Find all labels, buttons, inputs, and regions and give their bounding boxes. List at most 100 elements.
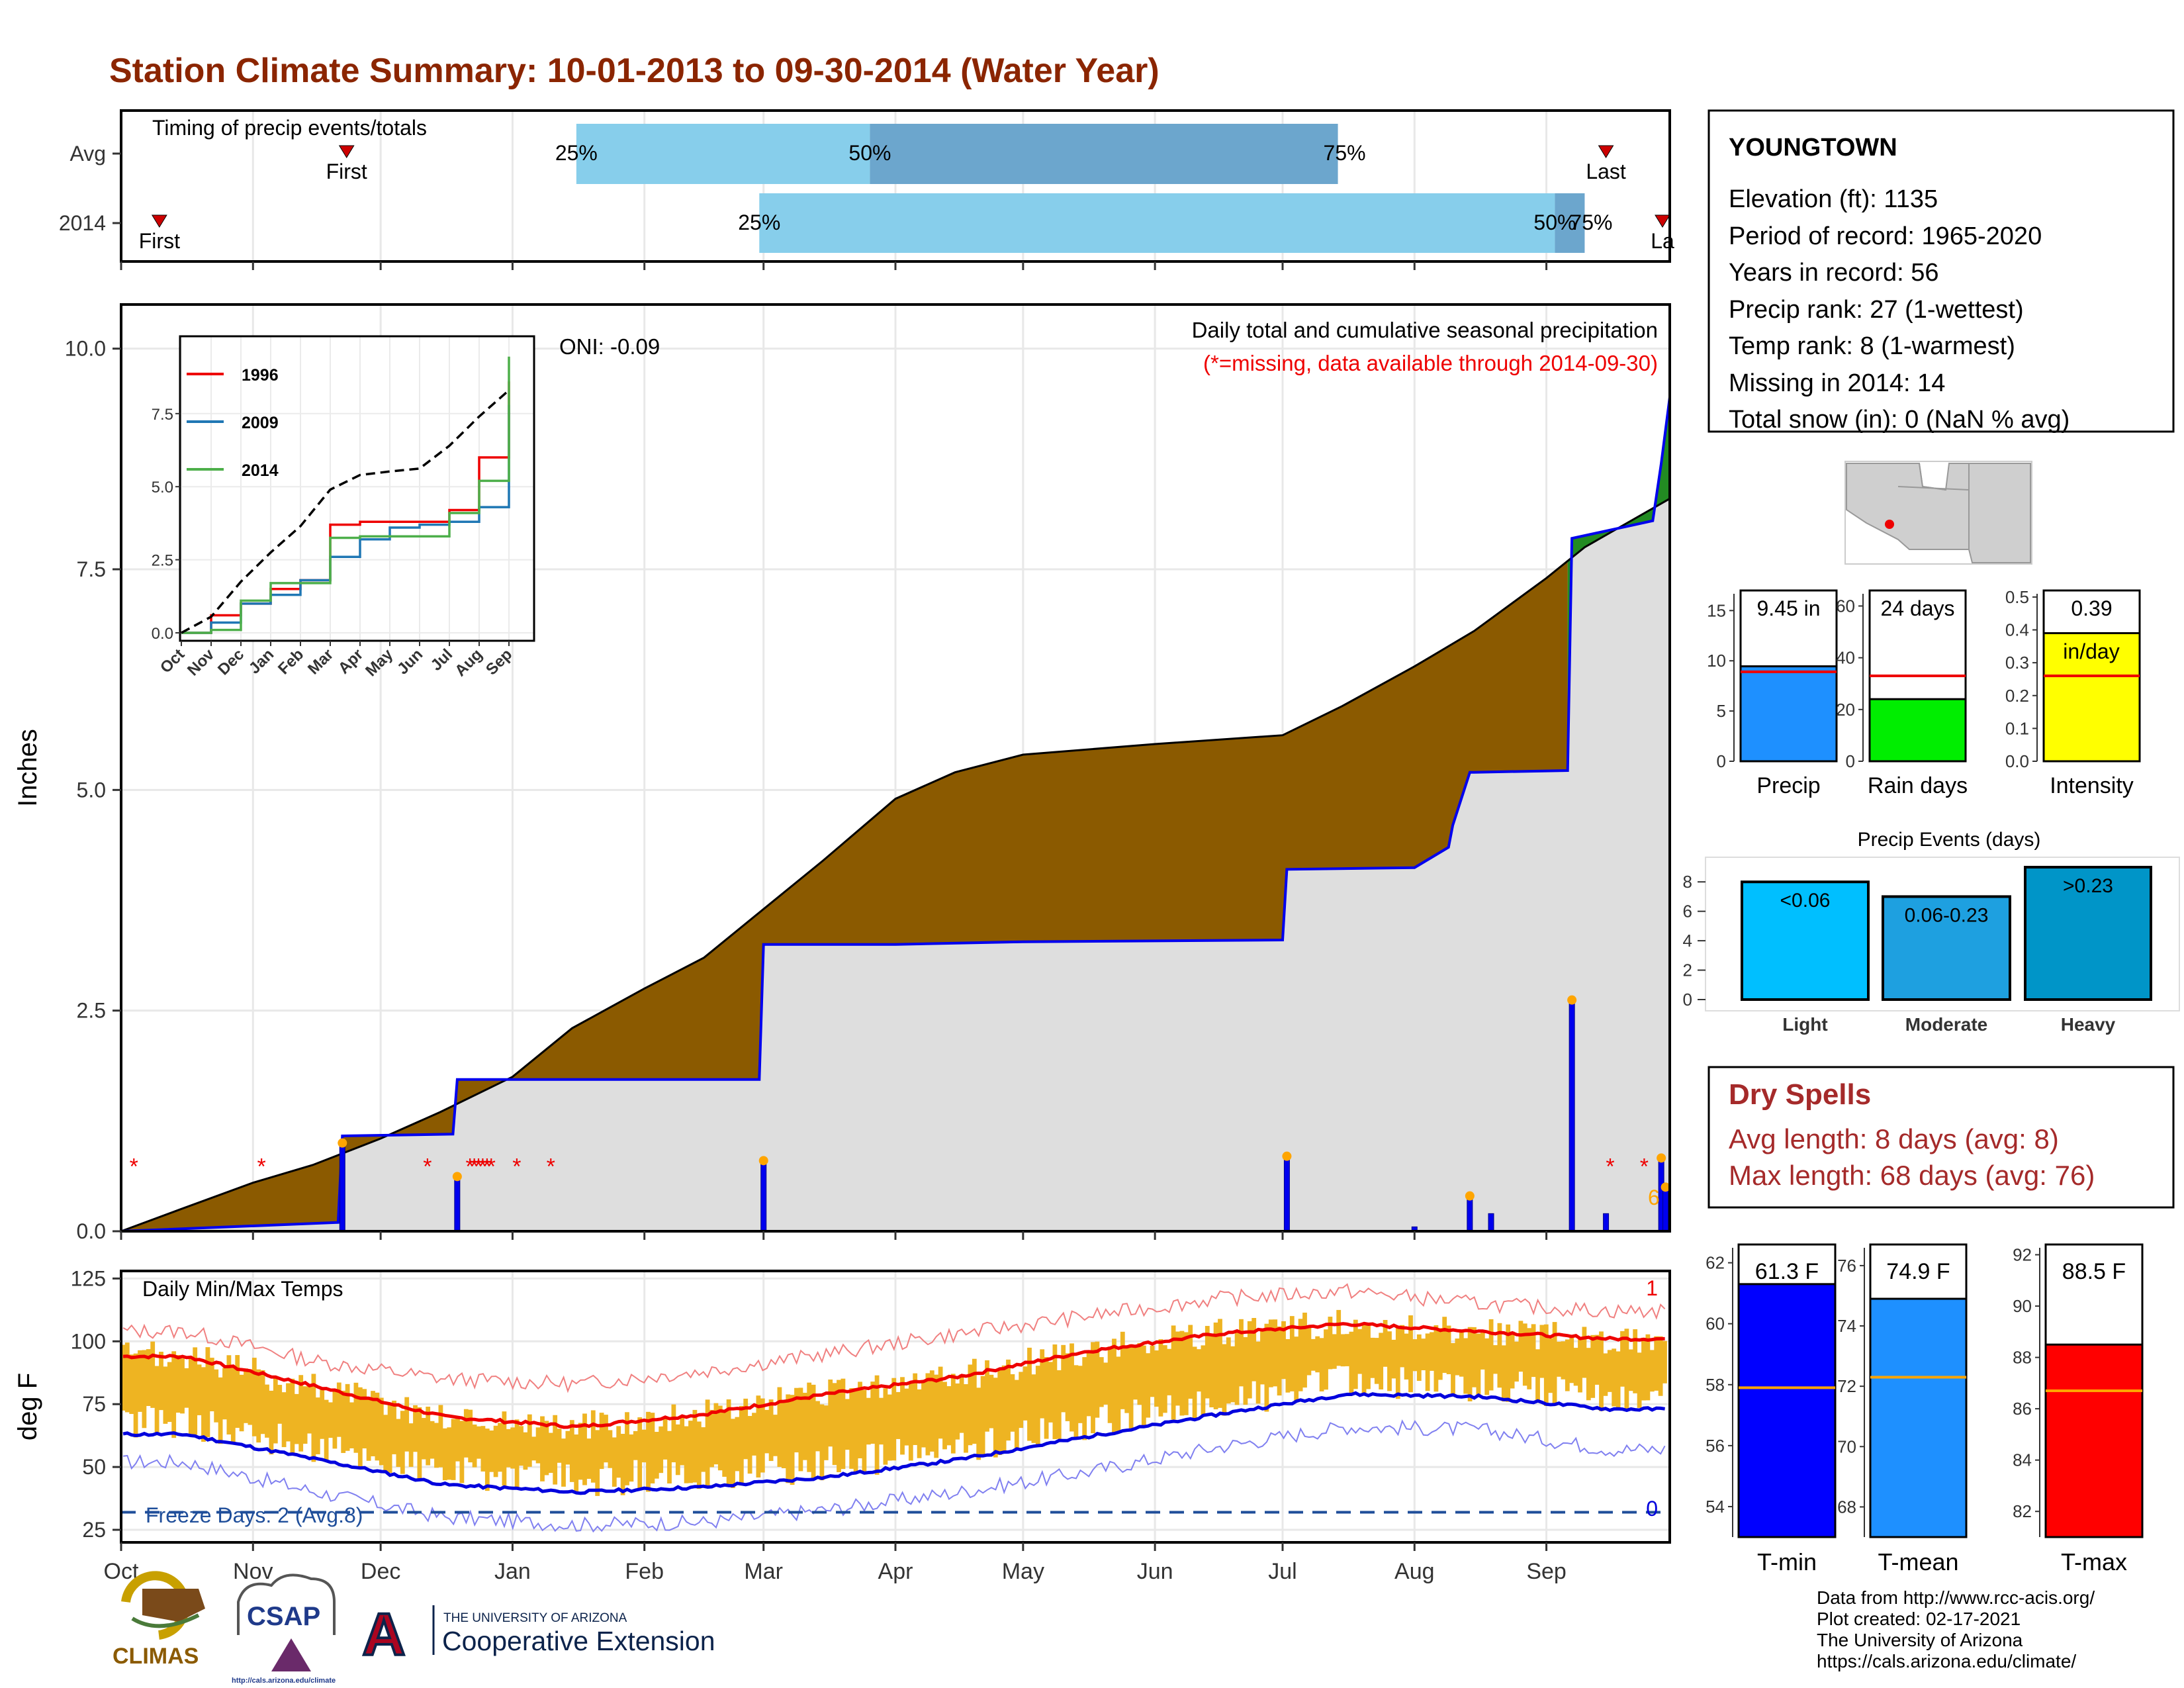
daily-temp-bar [565, 1430, 570, 1465]
daily-temp-bar [307, 1385, 312, 1434]
daily-temp-bar [1416, 1334, 1422, 1382]
footer-line-2: Plot created: 02-17-2021 [1817, 1609, 2021, 1629]
daily-temp-bar [717, 1405, 723, 1471]
daily-temp-bar [1615, 1351, 1621, 1409]
daily-temp-bar [353, 1382, 359, 1453]
daily-temp-bar [654, 1432, 659, 1479]
daily-temp-bar [1594, 1335, 1600, 1385]
temp-summary-value-label: 61.3 F [1755, 1259, 1819, 1284]
temp-summary-y-tick: 88 [2013, 1348, 2032, 1368]
daily-temp-bar [934, 1374, 939, 1458]
daily-temp-bar [269, 1390, 274, 1455]
station-line-period: Period of record: 1965-2020 [1729, 222, 2042, 250]
daily-temp-bar [188, 1358, 193, 1434]
missing-data-marker: * [1640, 1154, 1649, 1179]
daily-temp-bar [921, 1380, 926, 1448]
ua-logo: A THE UNIVERSITY OF ARIZONA Cooperative … [361, 1601, 715, 1669]
daily-temp-bar [637, 1417, 643, 1489]
daily-temp-bar [1218, 1319, 1222, 1408]
daily-precip-bar [1662, 1186, 1669, 1232]
station-info-box: YOUNGTOWN Elevation (ft): 1135 Period of… [1707, 109, 2175, 434]
daily-temp-bar [159, 1352, 163, 1411]
daily-temp-bar [815, 1401, 820, 1452]
timing-bar-25-50 [576, 124, 870, 184]
daily-temp-bar [1649, 1350, 1655, 1392]
daily-temp-bar [798, 1387, 803, 1472]
daily-temp-bar [1357, 1329, 1363, 1374]
daily-temp-bar [844, 1399, 850, 1450]
daily-temp-bar [777, 1387, 782, 1468]
daily-temp-bar [764, 1409, 770, 1454]
daily-temp-bar [1488, 1319, 1494, 1391]
temp-summary-y-tick: 74 [1837, 1316, 1856, 1336]
daily-temp-bar [1451, 1342, 1455, 1397]
daily-temp-bar [251, 1358, 257, 1436]
daily-temp-bar [980, 1376, 985, 1456]
daily-temp-bar [574, 1434, 579, 1493]
daily-temp-bar [599, 1413, 604, 1470]
mini-bar-y-tick: 15 [1707, 600, 1726, 620]
daily-temp-bar [1336, 1309, 1342, 1366]
daily-temp-bar [294, 1393, 299, 1444]
daily-temp-bar [950, 1374, 956, 1454]
daily-temp-bar [1112, 1338, 1116, 1434]
daily-temp-bar [913, 1373, 918, 1445]
daily-temp-bar [1294, 1336, 1299, 1403]
missing-data-marker: * [474, 1154, 482, 1179]
daily-temp-bar [633, 1430, 638, 1460]
station-line-elevation: Elevation (ft): 1135 [1729, 185, 1938, 213]
events-category-label: Light [1782, 1014, 1827, 1035]
daily-temp-bar [1065, 1353, 1070, 1421]
daily-temp-bar [1539, 1325, 1545, 1378]
daily-temp-bar [1599, 1331, 1604, 1411]
timing-label: Timing of precip events/totals [152, 116, 427, 140]
daily-temp-bar [1361, 1325, 1367, 1393]
daily-temp-bar [561, 1438, 566, 1487]
temp-summary-category-label: T-max [2061, 1548, 2127, 1575]
daily-temp-bar [438, 1405, 443, 1468]
temp-summary-y-tick: 84 [2013, 1450, 2032, 1470]
daily-temp-bar [883, 1388, 888, 1465]
daily-temp-bar [811, 1384, 816, 1479]
daily-temp-bar [1383, 1320, 1388, 1367]
temp-summary-y-tick: 60 [1706, 1314, 1725, 1334]
daily-temp-bar [477, 1426, 481, 1459]
daily-temp-bar [1183, 1332, 1189, 1415]
daily-temp-bar [997, 1368, 1003, 1455]
daily-temp-bar [1552, 1322, 1557, 1406]
precip-y-tick: 10.0 [65, 337, 106, 361]
mini-bar-y-tick: 0.4 [2005, 620, 2029, 640]
average-cumulative-line [120, 497, 1670, 1233]
events-bar-value-label: 0.06-0.23 [1905, 904, 1989, 926]
footer-line-1: Data from http://www.rcc-acis.org/ [1817, 1587, 2095, 1608]
temp-y-tick: 25 [82, 1518, 106, 1542]
first-event-label: First [139, 229, 180, 253]
daily-temp-bar [1230, 1346, 1236, 1403]
daily-temp-bar [320, 1388, 325, 1439]
mini-bar-y-tick: 60 [1836, 596, 1855, 616]
precip-caption: Daily total and cumulative seasonal prec… [1192, 318, 1658, 342]
daily-temp-bar [324, 1399, 329, 1461]
daily-temp-bar [641, 1429, 647, 1463]
daily-temp-bar [1255, 1341, 1261, 1404]
daily-temp-bar [1150, 1345, 1155, 1397]
daily-temp-bar [1205, 1326, 1210, 1399]
temp-summary-y-tick: 68 [1837, 1497, 1856, 1517]
daily-temp-bar [1480, 1333, 1485, 1370]
daily-temp-bar [349, 1402, 354, 1448]
daily-temp-bar [239, 1374, 244, 1432]
daily-temp-bar [244, 1368, 248, 1423]
daily-temp-bar [739, 1405, 744, 1486]
inset-y-tick: 2.5 [152, 552, 173, 570]
daily-temp-bar [1243, 1336, 1248, 1405]
daily-temp-bar [908, 1382, 913, 1461]
footer-credits: Data from http://www.rcc-acis.org/ Plot … [1817, 1587, 2095, 1671]
daily-temp-bar [1484, 1338, 1490, 1395]
last-event-marker [1655, 214, 1670, 228]
daily-precip-bar [1283, 1156, 1290, 1232]
daily-temp-bar [709, 1409, 714, 1468]
dry-spells-box: Dry Spells Avg length: 8 days (avg: 8) M… [1707, 1066, 2175, 1209]
mini-bar-y-tick: 0.1 [2005, 718, 2029, 738]
temp-summary-value-label: 74.9 F [1886, 1259, 1950, 1284]
daily-temp-bar [1281, 1321, 1286, 1380]
